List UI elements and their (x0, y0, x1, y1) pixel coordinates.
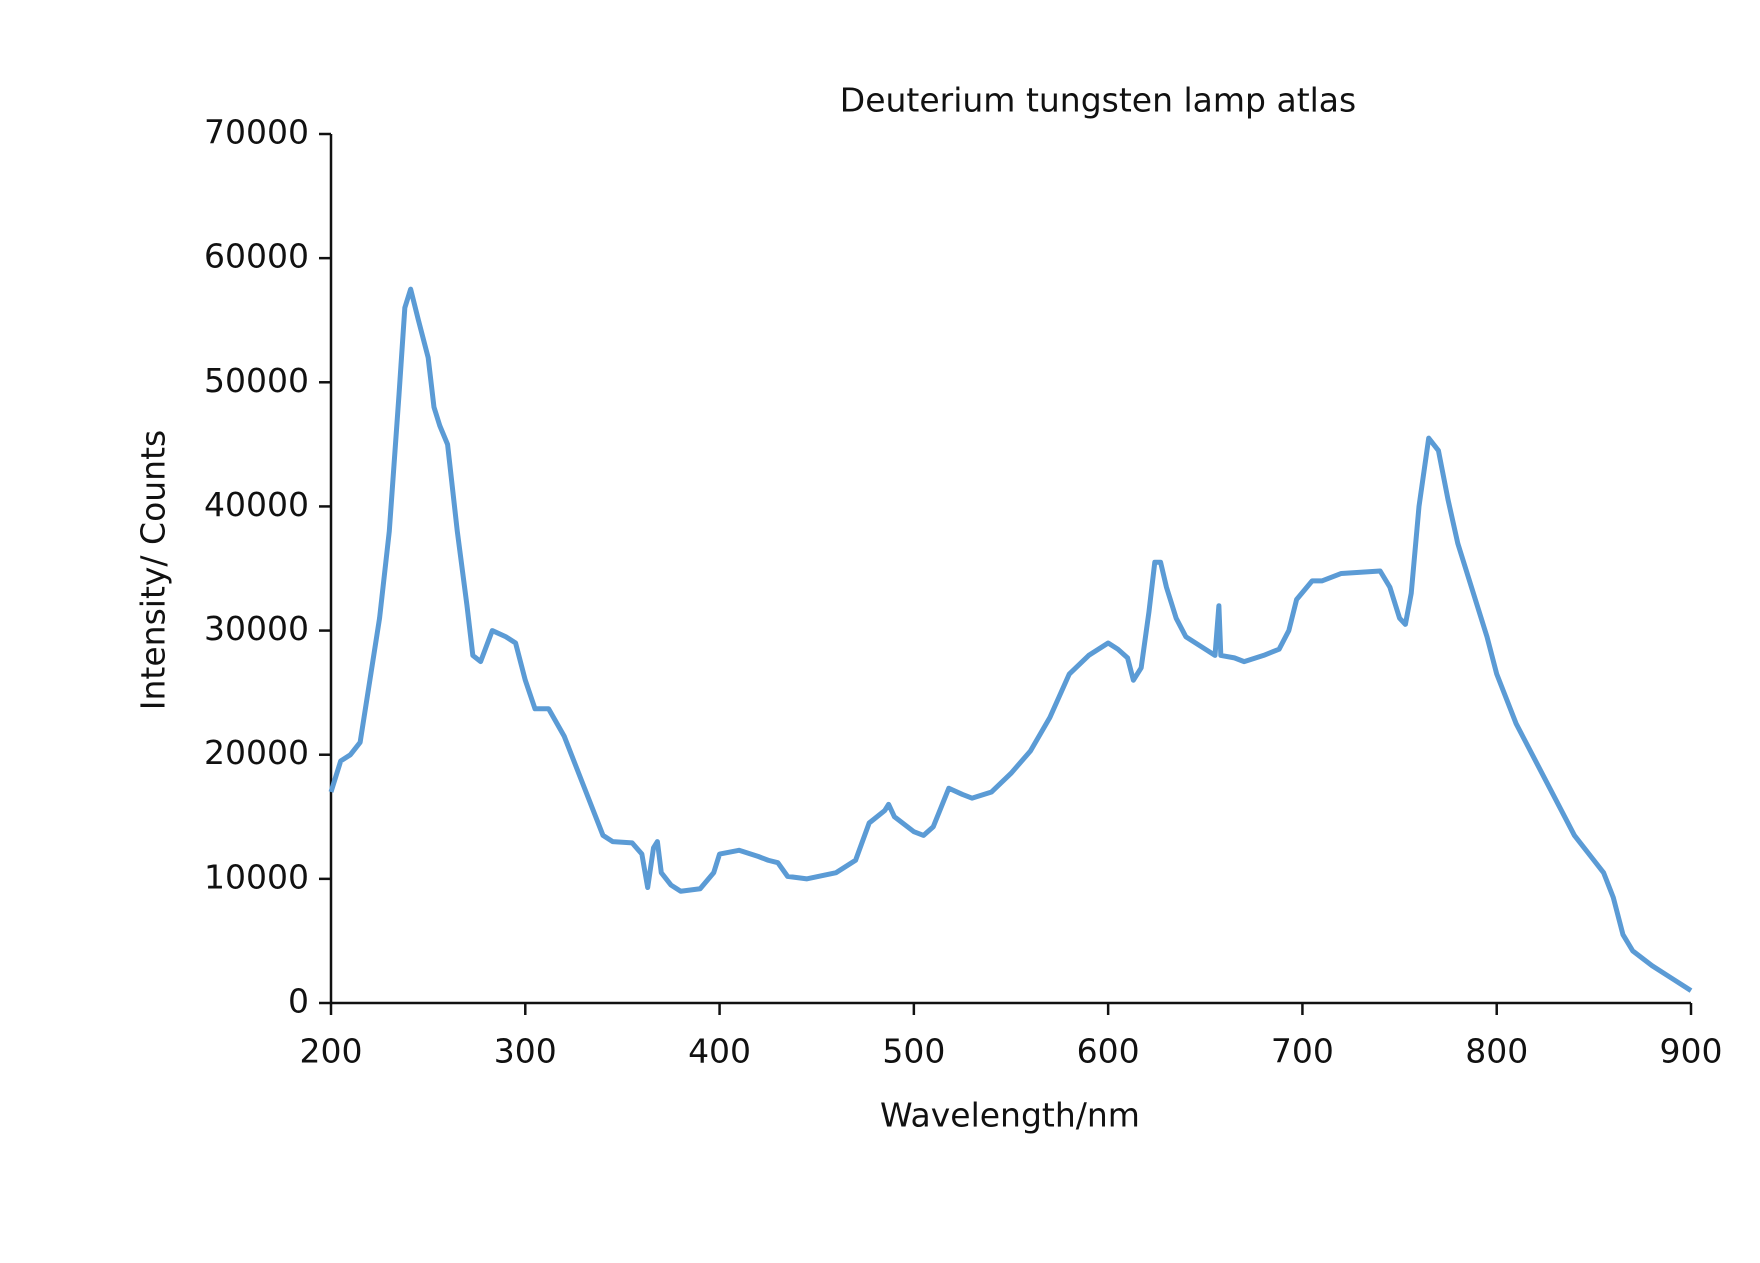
x-tick-label: 400 (688, 1032, 751, 1071)
x-tick-label: 600 (1077, 1032, 1140, 1071)
x-axis-label: Wavelength/nm (880, 1096, 1140, 1135)
y-tick-label: 20000 (204, 733, 309, 772)
x-tick-label: 300 (494, 1032, 557, 1071)
y-tick-label: 40000 (204, 485, 309, 524)
x-tick-label: 800 (1465, 1032, 1528, 1071)
data-line (328, 286, 1693, 993)
y-tick-label: 0 (288, 982, 309, 1021)
y-tick-label: 10000 (204, 857, 309, 896)
x-tick-label: 900 (1660, 1032, 1723, 1071)
chart-title: Deuterium tungsten lamp atlas (840, 81, 1356, 120)
x-tick-label: 500 (882, 1032, 945, 1071)
y-tick-label: 30000 (204, 609, 309, 648)
y-tick-label: 50000 (204, 361, 309, 400)
x-tick-label: 700 (1271, 1032, 1334, 1071)
y-axis-label: Intensity/ Counts (134, 430, 173, 710)
x-tick-label: 200 (300, 1032, 363, 1071)
y-tick-label: 60000 (204, 237, 309, 276)
y-tick-label: 70000 (204, 113, 309, 152)
